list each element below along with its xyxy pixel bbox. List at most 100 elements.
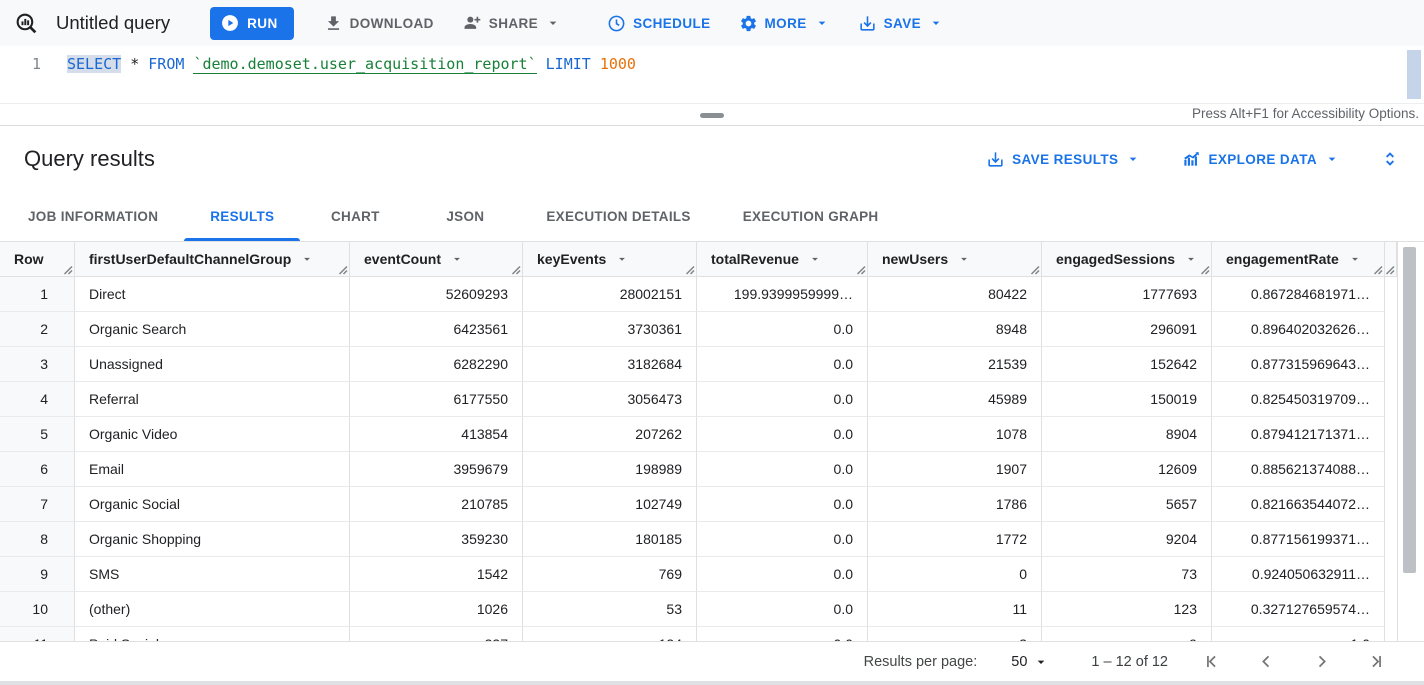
table-row: 5 Organic Video 413854 207262 0.0 1078 8904 0.8…	[0, 417, 1397, 452]
sql-token: `demo.demoset.user_acquisition_report`	[193, 55, 537, 74]
run-button[interactable]: RUN	[210, 6, 294, 40]
column-resize-handle[interactable]	[338, 265, 348, 275]
download-button[interactable]: DOWNLOAD	[324, 14, 434, 33]
column-header-row[interactable]: Row	[0, 242, 75, 276]
column-header-totalRevenue[interactable]: totalRevenue	[697, 242, 868, 276]
cell-engagedSessions: 152642	[1042, 347, 1212, 382]
last-page-button[interactable]	[1367, 652, 1386, 671]
explore-data-button[interactable]: EXPLORE DATA	[1181, 149, 1340, 169]
cell-engagedSessions: 8904	[1042, 417, 1212, 452]
editor-scrollbar-thumb[interactable]	[1407, 50, 1421, 99]
cell-row: 4	[0, 382, 75, 417]
share-label: SHARE	[488, 15, 539, 31]
query-title: Untitled query	[56, 12, 171, 33]
chevron-left-icon	[1257, 652, 1276, 671]
cell-channel: Organic Shopping	[75, 522, 350, 557]
column-resize-handle[interactable]	[1030, 265, 1040, 275]
save-label: SAVE	[883, 15, 922, 31]
share-button[interactable]: SHARE	[462, 13, 561, 33]
column-header-newUsers[interactable]: newUsers	[868, 242, 1042, 276]
cell-eventCount: 52609293	[350, 277, 523, 312]
cell-channel: Email	[75, 452, 350, 487]
cell-row: 1	[0, 277, 75, 312]
column-menu-icon[interactable]	[450, 252, 464, 266]
cell-eventCount: 337	[350, 627, 523, 641]
chart-icon	[1181, 149, 1201, 169]
column-header-engagementRate[interactable]: engagementRate	[1212, 242, 1385, 276]
next-page-button[interactable]	[1312, 652, 1331, 671]
tab-json[interactable]: JSON	[446, 209, 485, 224]
page-size-select[interactable]: 50	[1011, 654, 1049, 670]
column-header-eventCount[interactable]: eventCount	[350, 242, 523, 276]
cell-totalRevenue: 0.0	[697, 627, 868, 641]
download-icon	[324, 14, 343, 33]
table-row: 7 Organic Social 210785 102749 0.0 1786 5657 0.…	[0, 487, 1397, 522]
column-resize-handle[interactable]	[685, 265, 695, 275]
column-resize-handle[interactable]	[1385, 265, 1395, 275]
first-page-button[interactable]	[1202, 652, 1221, 671]
column-resize-handle[interactable]	[1200, 265, 1210, 275]
download-label: DOWNLOAD	[349, 15, 434, 31]
cell-row: 7	[0, 487, 75, 522]
table-rows: 1 Direct 52609293 28002151 199.9399959999… 80…	[0, 277, 1424, 641]
unfold-more-icon	[1380, 149, 1400, 169]
column-header-channel[interactable]: firstUserDefaultChannelGroup	[75, 242, 350, 276]
column-menu-icon[interactable]	[1348, 252, 1362, 266]
column-resize-handle[interactable]	[511, 265, 521, 275]
cell-engagedSessions: 150019	[1042, 382, 1212, 417]
chevron-down-icon	[928, 15, 944, 31]
table-scrollbar-thumb[interactable]	[1403, 247, 1416, 573]
panel-drag-handle[interactable]	[700, 113, 724, 118]
cell-engagementRate: 0.879412171371…	[1212, 417, 1385, 452]
play-circle-icon	[220, 13, 240, 33]
column-menu-icon[interactable]	[300, 252, 314, 266]
cell-engagedSessions: 5657	[1042, 487, 1212, 522]
tab-results[interactable]: RESULTS	[184, 192, 301, 241]
column-header-label: newUsers	[882, 251, 949, 267]
more-button[interactable]: MORE	[739, 14, 830, 33]
tab-chart[interactable]: CHART	[330, 209, 380, 224]
sql-token	[537, 55, 546, 73]
tab-execution-graph[interactable]: EXECUTION GRAPH	[742, 209, 879, 224]
sql-code-line[interactable]: SELECT * FROM `demo.demoset.user_acquisi…	[55, 46, 636, 103]
column-header-keyEvents[interactable]: keyEvents	[523, 242, 697, 276]
previous-page-button[interactable]	[1257, 652, 1276, 671]
cell-engagedSessions: 12609	[1042, 452, 1212, 487]
tab-job-information[interactable]: JOB INFORMATION	[28, 209, 159, 224]
cell-keyEvents: 198989	[523, 452, 697, 487]
column-resize-handle[interactable]	[856, 265, 866, 275]
results-tab-bar: JOB INFORMATION RESULTS CHART JSON EXECUTION…	[0, 192, 1424, 242]
expand-collapse-results-button[interactable]	[1380, 149, 1400, 169]
cell-engagedSessions: 123	[1042, 592, 1212, 627]
chevron-down-icon	[545, 15, 561, 31]
cell-newUsers: 0	[868, 557, 1042, 592]
cell-engagedSessions: 73	[1042, 557, 1212, 592]
cell-engagedSessions: 9	[1042, 627, 1212, 641]
cell-row: 6	[0, 452, 75, 487]
cell-engagementRate: 0.867284681971…	[1212, 277, 1385, 312]
cell-channel: Unassigned	[75, 347, 350, 382]
save-results-button[interactable]: SAVE RESULTS	[986, 150, 1141, 169]
table-row: 10 (other) 1026 53 0.0 11 123 0.327127659574…	[0, 592, 1397, 627]
cell-channel: SMS	[75, 557, 350, 592]
tab-execution-details[interactable]: EXECUTION DETAILS	[546, 209, 691, 224]
save-button[interactable]: SAVE	[858, 14, 944, 33]
column-menu-icon[interactable]	[957, 252, 971, 266]
more-label: MORE	[764, 15, 807, 31]
column-menu-icon[interactable]	[615, 252, 629, 266]
sql-token: *	[121, 55, 149, 73]
column-menu-icon[interactable]	[808, 252, 822, 266]
column-header-engagedSessions[interactable]: engagedSessions	[1042, 242, 1212, 276]
column-resize-handle[interactable]	[1373, 265, 1383, 275]
table-scrollbar-track[interactable]	[1397, 242, 1424, 641]
column-resize-handle[interactable]	[63, 265, 73, 275]
schedule-button[interactable]: SCHEDULE	[607, 14, 710, 33]
accessibility-hint: Press Alt+F1 for Accessibility Options.	[1192, 106, 1419, 121]
cell-totalRevenue: 0.0	[697, 417, 868, 452]
column-header-label: firstUserDefaultChannelGroup	[89, 251, 292, 267]
sql-editor[interactable]: 1 SELECT * FROM `demo.demoset.user_acqui…	[0, 46, 1424, 103]
sql-token	[591, 55, 600, 73]
first-page-icon	[1202, 652, 1221, 671]
column-menu-icon[interactable]	[1184, 252, 1198, 266]
schedule-label: SCHEDULE	[633, 15, 711, 31]
